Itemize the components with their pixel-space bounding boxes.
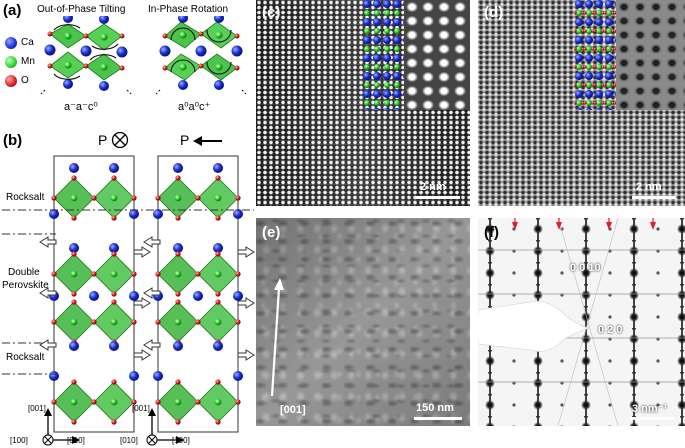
panel-c-inset-simulation — [404, 0, 470, 110]
out-of-phase-title: Out-of-Phase Tilting — [37, 4, 126, 15]
panel-d-scale-bar — [632, 196, 676, 199]
mn-legend-dot — [5, 56, 17, 68]
panel-e-shading — [256, 218, 470, 426]
panel-e-label: (e) — [262, 224, 281, 241]
left-axis-100: [100] — [10, 436, 28, 445]
panel-d-scale-label: 2 nm — [636, 181, 662, 193]
panel-e-scale-label: 150 nm — [416, 402, 454, 414]
panel-d-abf-image: (d) 2 nm — [478, 0, 685, 206]
left-polarization-label: P — [98, 132, 108, 148]
right-polarization-label: P — [180, 132, 190, 148]
in-phase-title: In-Phase Rotation — [148, 4, 229, 15]
panel-e-scale-bar — [414, 417, 462, 420]
panel-a-label: (a) — [3, 2, 22, 19]
panel-c-label: (c) — [262, 4, 281, 21]
octahedra-tilt-diagram — [40, 16, 247, 95]
panel-c-scale-bar — [416, 196, 460, 199]
panel-d-label: (d) — [484, 4, 504, 21]
left-axis-001: [001] — [28, 404, 46, 413]
right-axis-001: [001] — [132, 404, 150, 413]
ca-legend-dot — [5, 37, 17, 49]
polarization-left-arrow-icon — [193, 136, 222, 146]
red-marker-arrow — [512, 222, 518, 230]
panel-e-direction-arrow — [270, 278, 284, 397]
right-axis-010: [010] — [120, 436, 138, 445]
layered-structure-diagram — [2, 150, 255, 446]
panel-c-scale-label: 2 nm — [420, 181, 446, 193]
panel-d-inset-simulation — [616, 0, 685, 110]
panel-c-atom-overlay — [362, 0, 404, 110]
out-of-phase-notation: a⁻a⁻c⁰ — [64, 101, 98, 113]
panel-b-label: (b) — [3, 132, 23, 149]
right-axis-100: [100] — [172, 436, 190, 445]
left-axis-010: [010] — [67, 436, 85, 445]
panel-f-scale-bar — [630, 417, 674, 420]
perovskite-label: Perovskite — [2, 280, 49, 291]
panel-f-label: (f) — [484, 224, 499, 241]
panel-f-diffraction-pattern: (f) 0 0 10 0 2 0 3 nm⁻¹ — [478, 218, 685, 426]
rocksalt-bottom-label: Rocksalt — [6, 352, 45, 363]
polarization-into-page-icon — [111, 131, 129, 149]
in-phase-notation: a⁰a⁰c⁺ — [178, 101, 211, 113]
rocksalt-top-label: Rocksalt — [6, 192, 45, 203]
ca-legend-label: Ca — [21, 37, 34, 48]
panel-f-diffraction-svg — [478, 218, 685, 426]
mn-legend-label: Mn — [21, 56, 35, 67]
panel-f-scale-label: 3 nm⁻¹ — [632, 403, 668, 415]
o-legend-label: O — [21, 75, 29, 86]
panel-d-atom-overlay — [574, 0, 616, 110]
panel-f-spot-020: 0 2 0 — [598, 324, 623, 336]
o-legend-dot — [5, 75, 17, 87]
panel-c-haadf-image: (c) 2 nm — [256, 0, 470, 206]
panel-e-direction-label: [001] — [280, 404, 306, 416]
double-label: Double — [8, 267, 40, 278]
panel-f-spot-0010: 0 0 10 — [570, 262, 601, 274]
panel-e-tem-image: (e) [001] 150 nm — [256, 218, 470, 426]
